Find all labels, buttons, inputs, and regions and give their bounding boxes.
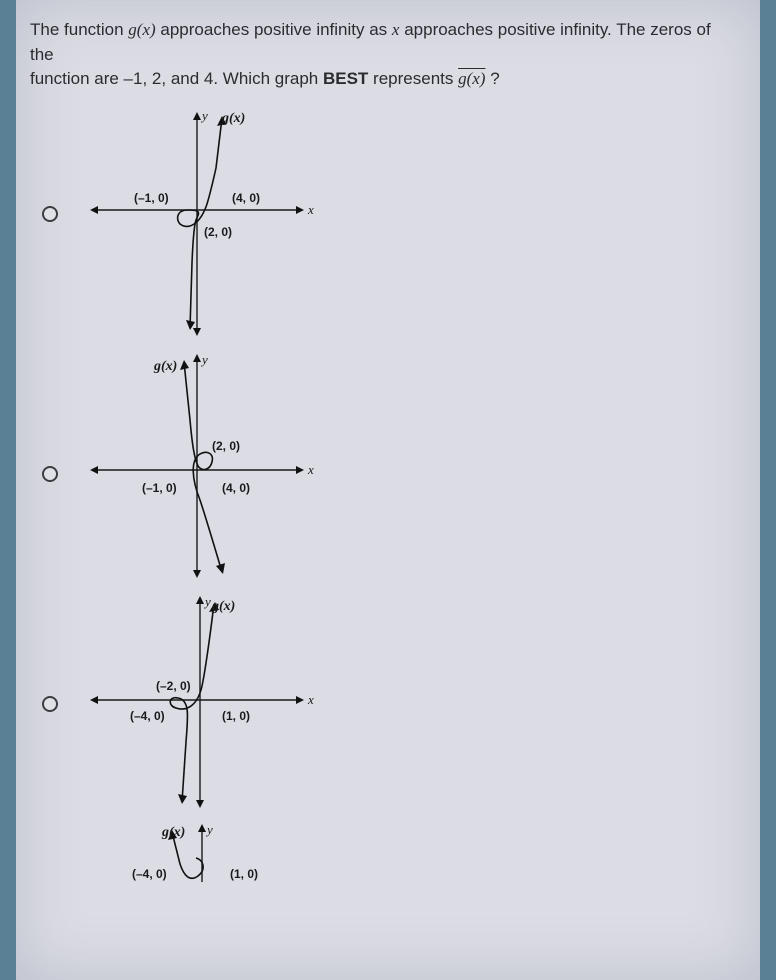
fn-label: g(x) [211,599,235,614]
q-best: BEST [323,69,368,88]
q-fn2: g(x) [458,69,485,88]
option-3[interactable]: y x g(x) (–2, 0) (–4, 0) (1, 0) [44,592,760,812]
pt-label: (–1, 0) [134,191,169,205]
q-text: ? [490,69,499,88]
pt-label: (2, 0) [204,225,232,239]
option-2[interactable]: y x g(x) (2, 0) (–1, 0) (4, 0) [44,350,760,582]
option-4[interactable]: y g(x) (–4, 0) (1, 0) [44,822,760,882]
pt-label: (1, 0) [222,709,250,723]
fn-label: g(x) [161,825,185,840]
fn-label: g(x) [221,111,245,126]
graph-3: y x g(x) (–2, 0) (–4, 0) (1, 0) [72,592,332,812]
q-text: The function [30,20,128,39]
radio-icon[interactable] [42,206,58,222]
graph-2: y x g(x) (2, 0) (–1, 0) (4, 0) [72,350,332,582]
graph-2-svg: y x g(x) (2, 0) (–1, 0) (4, 0) [72,350,332,582]
curve-3 [170,604,214,802]
pt-label: (1, 0) [230,867,258,881]
q-text: represents [373,69,458,88]
radio-icon[interactable] [42,696,58,712]
graph-1-svg: y x g(x) (–1, 0) (4, 0) (2, 0) [72,108,332,340]
q-text: function are –1, 2, and 4. Which graph [30,69,323,88]
graph-3-svg: y x g(x) (–2, 0) (–4, 0) (1, 0) [72,592,332,812]
y-axis-label: y [203,594,211,609]
graph-4: y g(x) (–4, 0) (1, 0) [72,822,332,882]
pt-label: (–4, 0) [130,709,165,723]
pt-label: (–4, 0) [132,867,167,881]
graph-1: y x g(x) (–1, 0) (4, 0) (2, 0) [72,108,332,340]
x-axis-label: x [307,692,314,707]
pt-label: (4, 0) [232,191,260,205]
options-container: y x g(x) (–1, 0) (4, 0) (2, 0) [16,100,760,882]
pt-label: (2, 0) [212,439,240,453]
y-axis-label: y [205,822,213,837]
curve-1 [178,118,222,328]
y-axis-label: y [200,108,208,123]
y-axis-label: y [200,352,208,367]
option-1[interactable]: y x g(x) (–1, 0) (4, 0) (2, 0) [44,108,760,340]
q-text: approaches positive infinity as [160,20,392,39]
x-axis-label: x [307,202,314,217]
worksheet-page: The function g(x) approaches positive in… [16,0,760,980]
pt-label: (4, 0) [222,481,250,495]
curve-2 [184,362,222,572]
graph-4-svg: y g(x) (–4, 0) (1, 0) [72,822,332,882]
q-fn1: g(x) [128,20,155,39]
pt-label: (–1, 0) [142,481,177,495]
x-axis-label: x [307,462,314,477]
fn-label: g(x) [153,359,177,374]
q-var-x: x [392,20,400,39]
pt-label: (–2, 0) [156,679,191,693]
radio-icon[interactable] [42,466,58,482]
question-text: The function g(x) approaches positive in… [16,0,760,100]
